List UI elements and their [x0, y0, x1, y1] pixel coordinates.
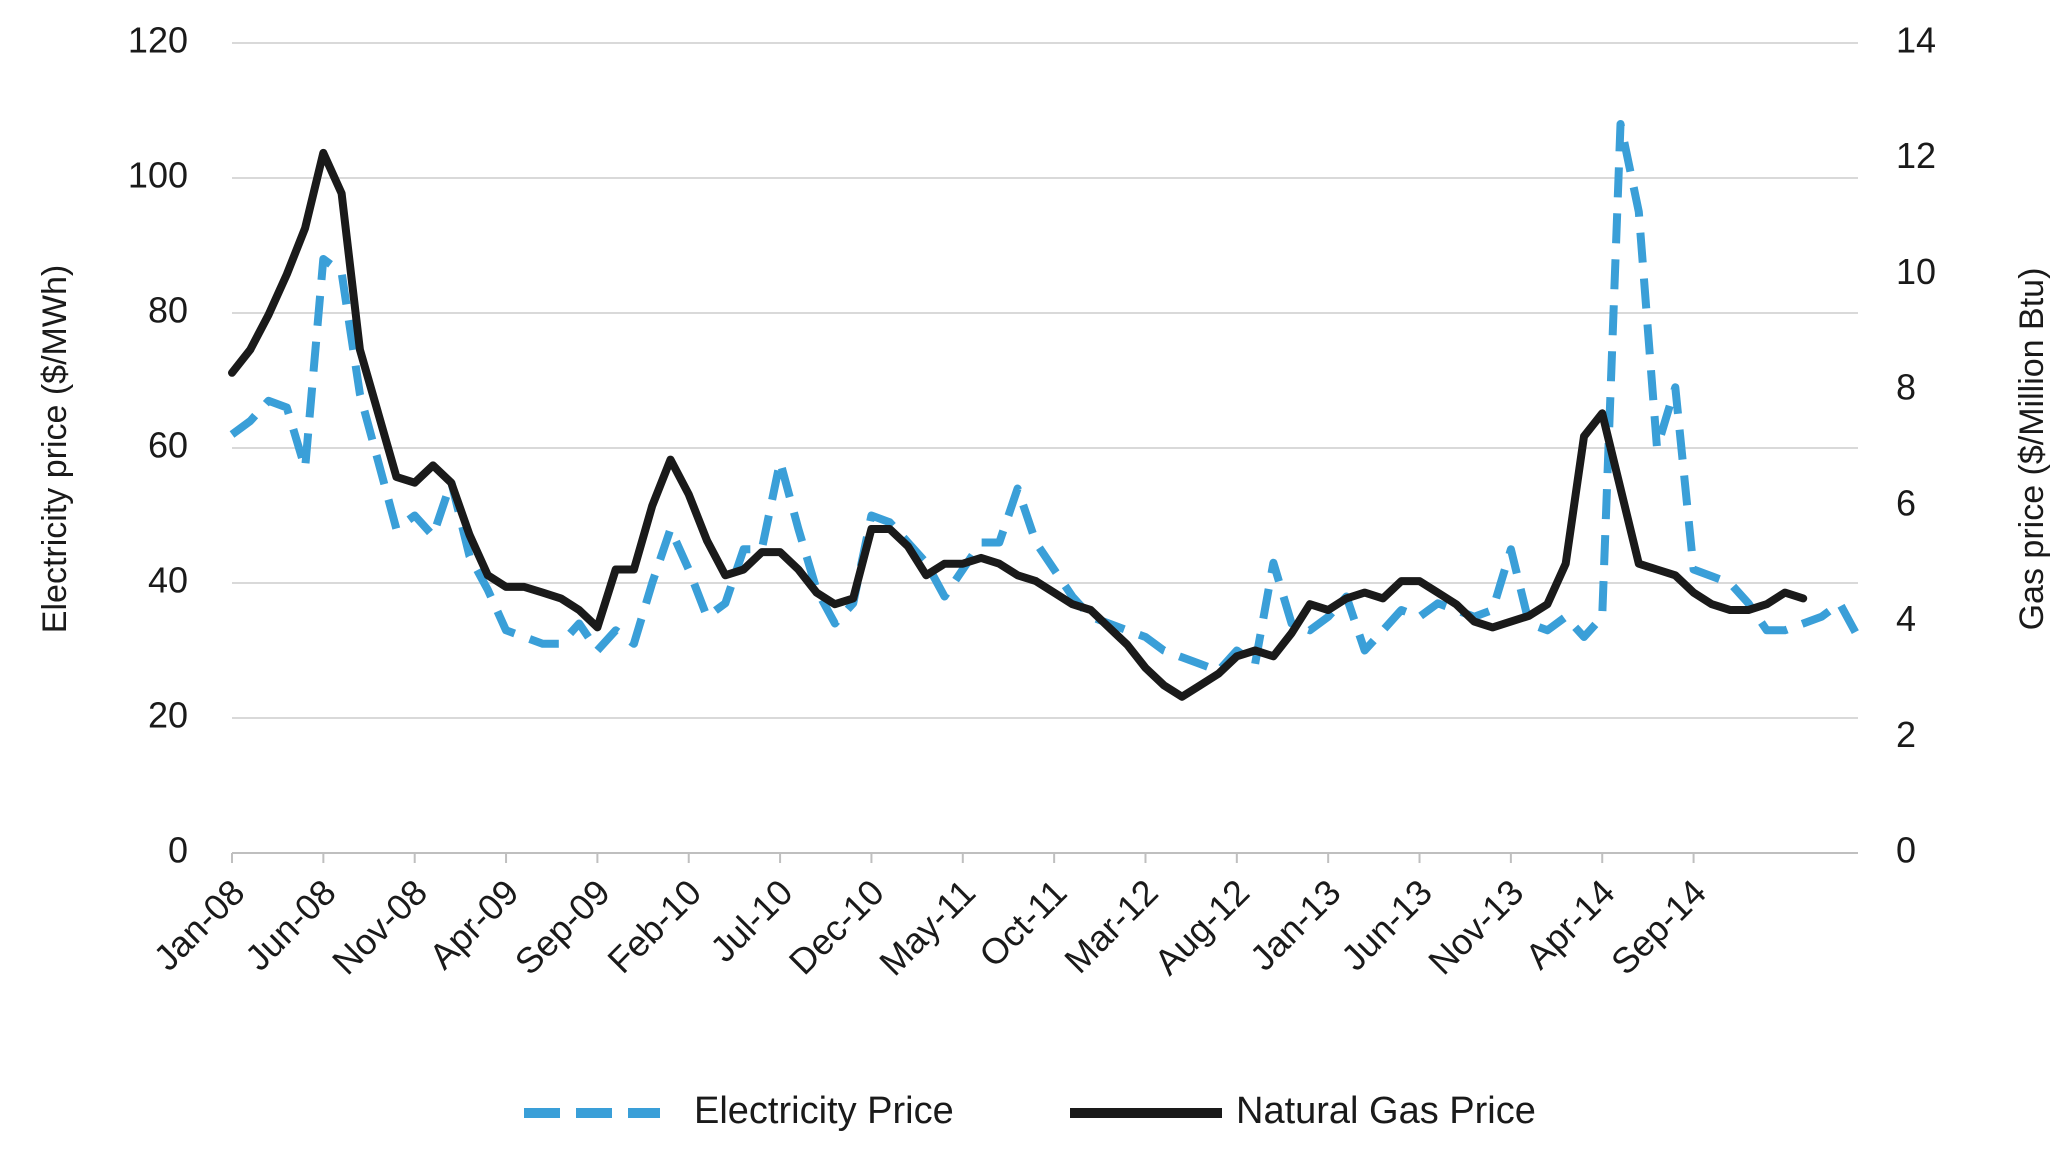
x-tick-label: Jun-08: [237, 871, 344, 978]
y-tick-label: 100: [128, 155, 188, 196]
y-axis-left: 0 20 40 60 80 100 120: [128, 20, 188, 871]
y-tick-label: 40: [148, 560, 188, 601]
y-tick-label: 60: [148, 425, 188, 466]
legend-label-gas: Natural Gas Price: [1236, 1090, 1536, 1132]
x-tick-label: Jan-08: [146, 871, 253, 978]
x-tick-label: Aug-12: [1146, 871, 1257, 982]
x-tick-label: Apr-14: [1517, 871, 1622, 976]
y2-tick-label: 2: [1896, 714, 1916, 755]
y-axis-title: Electricity price ($/MWh): [36, 265, 74, 633]
legend-label-electricity: Electricity Price: [694, 1090, 954, 1132]
y-axis-right: 0 2 4 6 8 10 12 14: [1896, 20, 1936, 871]
series-line-electricity: [229, 120, 1862, 675]
y2-tick-label: 10: [1896, 251, 1936, 292]
x-tick-label: Feb-10: [599, 871, 709, 981]
x-tick-label: Jan-13: [1242, 871, 1349, 978]
y-tick-label: 80: [148, 290, 188, 331]
y2-tick-label: 0: [1896, 830, 1916, 871]
y-tick-label: 20: [148, 695, 188, 736]
plot-area: [228, 120, 1862, 701]
x-tick-label: Oct-11: [971, 871, 1075, 975]
x-axis: Jan-08Jun-08Nov-08Apr-09Sep-09Feb-10Jul-…: [146, 852, 1858, 983]
y2-tick-label: 12: [1896, 135, 1936, 176]
x-tick-label: Mar-12: [1056, 871, 1166, 981]
x-tick-label: Nov-13: [1420, 871, 1531, 982]
legend: Electricity Price Natural Gas Price: [524, 1090, 1536, 1132]
x-tick-label: Dec-10: [781, 871, 892, 982]
y-tick-label: 0: [168, 830, 188, 871]
y2-tick-label: 14: [1896, 20, 1936, 61]
x-tick-label: Jun-13: [1333, 871, 1440, 978]
y2-tick-label: 6: [1896, 482, 1916, 523]
x-tick-label: Apr-09: [421, 871, 526, 976]
x-tick-label: May-11: [871, 871, 983, 983]
y-tick-label: 120: [128, 20, 188, 61]
y2-tick-label: 8: [1896, 367, 1916, 408]
x-tick-label: Nov-08: [324, 871, 435, 982]
y2-axis-title: Gas price ($/Million Btu): [2013, 268, 2051, 631]
x-tick-label: Sep-09: [507, 871, 618, 982]
series-line-natural-gas: [228, 148, 1808, 701]
y2-tick-label: 4: [1896, 598, 1916, 639]
x-tick-label: Sep-14: [1603, 871, 1714, 982]
